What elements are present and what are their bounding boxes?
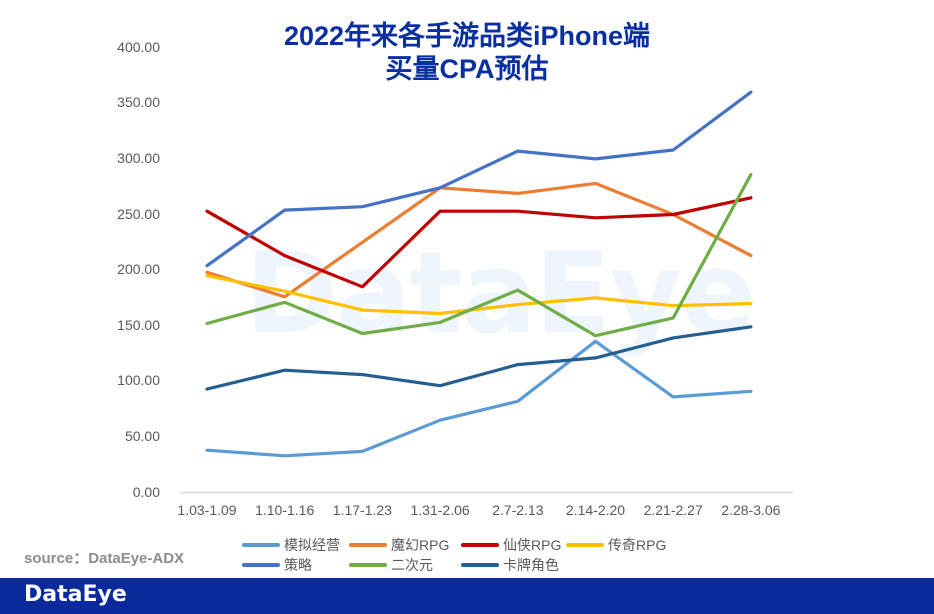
footer-bar: DataEye: [0, 578, 934, 614]
x-tick-label: 2.21-2.27: [643, 502, 703, 518]
series-line: [205, 90, 753, 268]
legend-swatch-icon: [242, 543, 280, 547]
x-tick-label: 1.31-2.06: [410, 502, 470, 518]
legend-swatch-icon: [242, 563, 280, 567]
y-tick-label: 150.00: [117, 316, 160, 333]
legend-label: 卡牌角色: [503, 557, 559, 573]
legend-item[interactable]: 传奇RPG: [566, 536, 666, 554]
chart-title-line-2: 买量CPA预估: [385, 54, 549, 84]
legend-label: 模拟经营: [284, 537, 340, 553]
x-tick-label: 1.10-1.16: [255, 502, 315, 518]
chart-title: 2022年来各手游品类iPhone端 买量CPA预估: [0, 20, 934, 86]
legend-swatch-icon: [461, 563, 499, 567]
y-tick-label: 0.00: [132, 483, 160, 500]
series-lines: [205, 90, 753, 458]
x-tick-label: 1.17-1.23: [332, 502, 392, 518]
y-tick-label: 50.00: [124, 427, 160, 444]
y-tick-label: 100.00: [117, 372, 160, 389]
legend-item[interactable]: 二次元: [349, 556, 433, 574]
y-tick-label: 400.00: [117, 38, 160, 55]
y-tick-label: 300.00: [117, 149, 160, 166]
legend-label: 仙侠RPG: [503, 537, 562, 553]
series-line: [205, 196, 753, 289]
legend-swatch-icon: [566, 543, 604, 547]
legend-label: 策略: [284, 557, 312, 573]
legend-swatch-icon: [349, 543, 387, 547]
x-tick-label: 2.28-3.06: [721, 502, 781, 518]
series-line: [205, 325, 753, 391]
legend-item[interactable]: 仙侠RPG: [461, 536, 561, 554]
legend-swatch-icon: [349, 563, 387, 567]
legend-label: 传奇RPG: [608, 537, 667, 553]
watermark: DataEye: [245, 229, 756, 359]
source-note: source：DataEye-ADX: [24, 550, 185, 567]
x-tick-label: 2.14-2.20: [565, 502, 626, 518]
series-line: [205, 181, 753, 299]
series-line: [205, 172, 753, 338]
y-tick-label: 350.00: [117, 94, 160, 111]
legend-label: 二次元: [391, 557, 433, 573]
legend-item[interactable]: 魔幻RPG: [349, 536, 449, 554]
footer-logo: DataEye: [24, 582, 127, 607]
y-tick-label: 200.00: [117, 261, 160, 278]
series-line: [205, 274, 753, 316]
legend-item[interactable]: 策略: [242, 556, 312, 574]
chart-title-line-1: 2022年来各手游品类iPhone端: [283, 21, 651, 51]
legend-swatch-icon: [461, 543, 499, 547]
x-tick-label: 1.03-1.09: [177, 502, 237, 518]
series-line: [205, 339, 753, 458]
legend-item[interactable]: 卡牌角色: [461, 556, 559, 574]
legend-label: 魔幻RPG: [391, 537, 450, 553]
legend-item[interactable]: 模拟经营: [242, 536, 340, 554]
y-tick-label: 250.00: [117, 205, 160, 222]
x-tick-label: 2.7-2.13: [492, 502, 544, 518]
